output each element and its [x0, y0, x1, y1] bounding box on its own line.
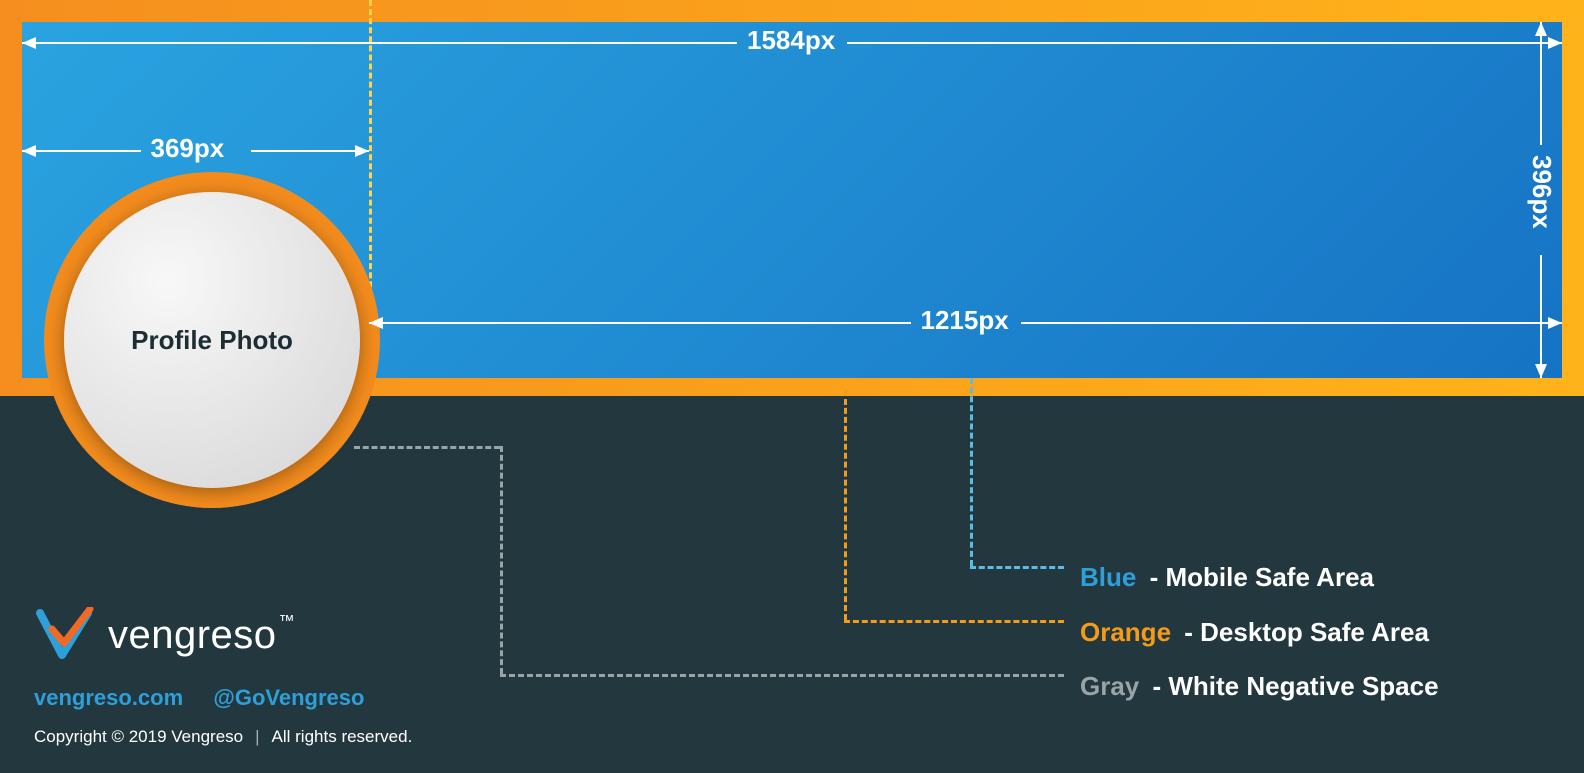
legend-row-blue: Blue - Mobile Safe Area: [1080, 550, 1439, 605]
link-twitter-handle[interactable]: @GoVengreso: [213, 685, 364, 710]
legend-gray-label: Gray: [1080, 671, 1139, 701]
legend-blue-label: Blue: [1080, 562, 1136, 592]
profile-photo-placeholder: Profile Photo: [64, 192, 360, 488]
legend-gray-suffix: - White Negative Space: [1145, 671, 1438, 701]
legend-orange-label: Orange: [1080, 617, 1171, 647]
brand-block: vengreso™: [34, 607, 295, 663]
legend-row-orange: Orange - Desktop Safe Area: [1080, 605, 1439, 660]
legend-orange-suffix: - Desktop Safe Area: [1177, 617, 1429, 647]
separator-icon: |: [255, 727, 259, 747]
legend-blue-suffix: - Mobile Safe Area: [1142, 562, 1374, 592]
infographic-canvas: Profile Photo 1584px 369px 1215px 396px …: [0, 0, 1584, 773]
legend-row-gray: Gray - White Negative Space: [1080, 659, 1439, 714]
profile-photo-label: Profile Photo: [131, 325, 293, 356]
vengreso-logo-icon: [34, 607, 94, 663]
brand-links: vengreso.com @GoVengreso: [34, 685, 364, 711]
link-website[interactable]: vengreso.com: [34, 685, 183, 710]
copyright-line: Copyright © 2019 Vengreso | All rights r…: [34, 727, 412, 747]
copyright-rights: All rights reserved.: [272, 727, 413, 747]
copyright-text: Copyright © 2019 Vengreso: [34, 727, 243, 747]
brand-name: vengreso™: [108, 613, 295, 658]
legend: Blue - Mobile Safe Area Orange - Desktop…: [1080, 550, 1439, 714]
